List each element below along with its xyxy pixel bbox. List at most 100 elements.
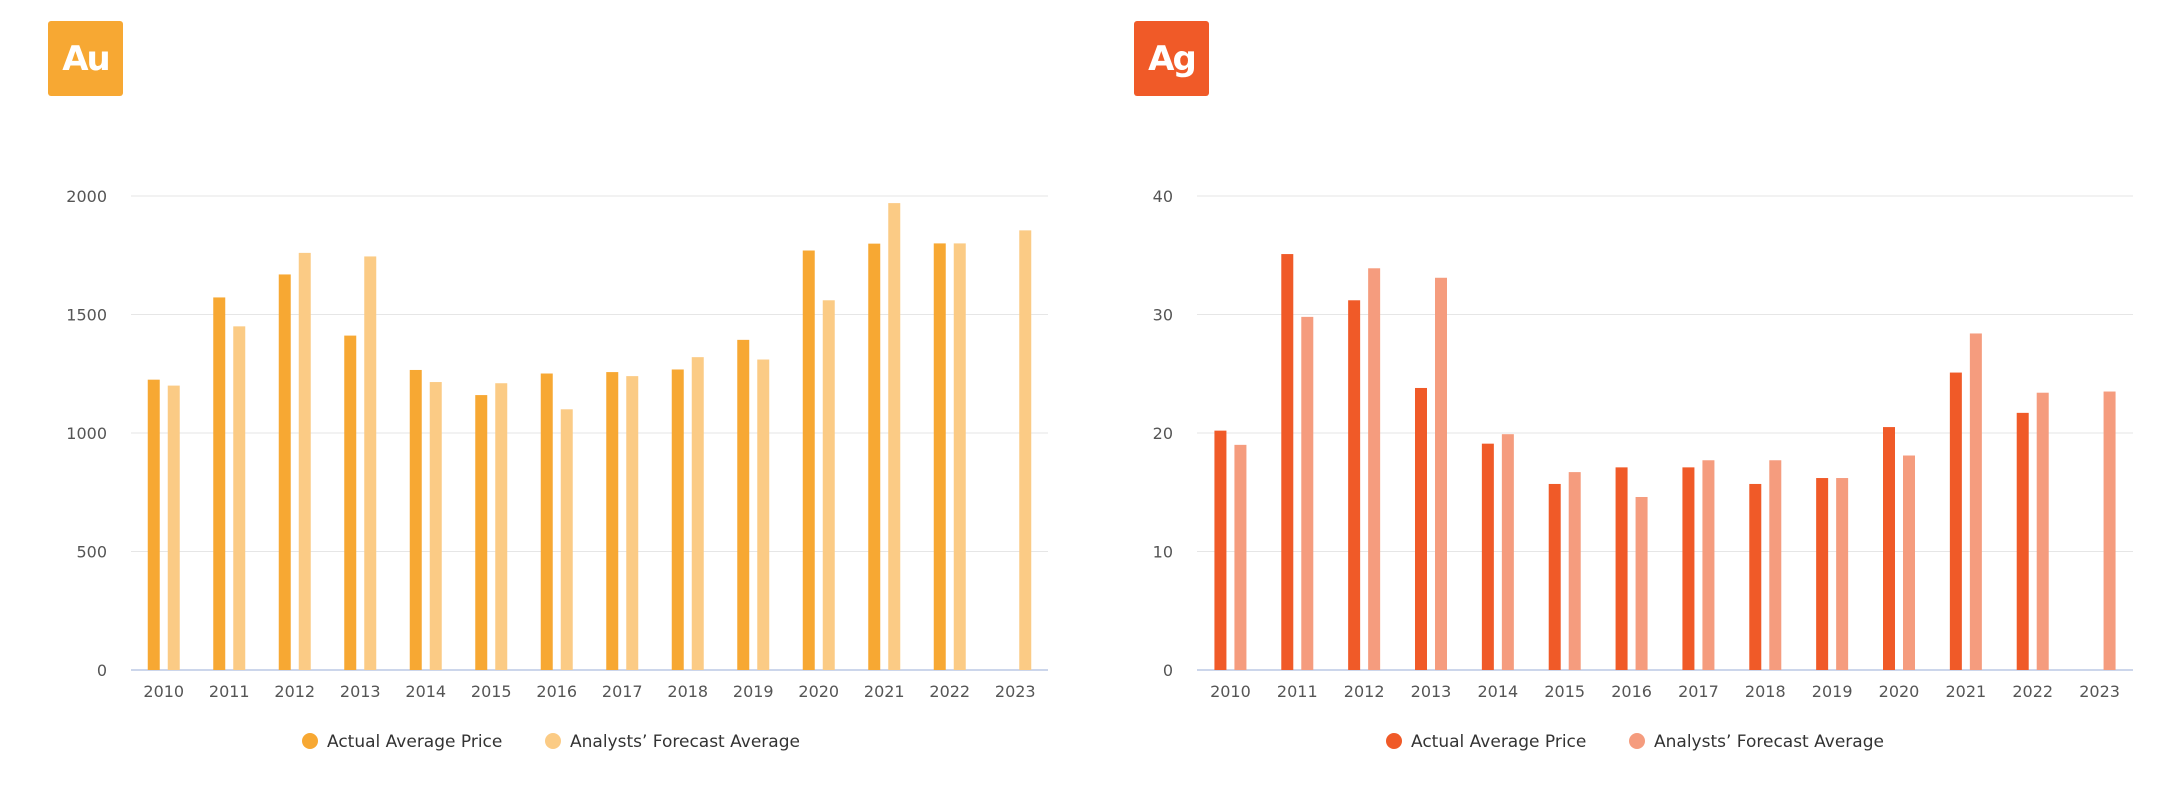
bar-actual [1214,430,1227,670]
bar-forecast [953,243,966,670]
bar-actual [606,372,619,670]
bar-actual [1883,427,1895,670]
bar-actual [671,369,684,670]
y-tick-label: 500 [76,543,107,562]
bar-actual [1481,443,1494,670]
bar-actual [213,297,226,670]
legend-label: Analysts’ Forecast Average [570,732,800,752]
x-tick-label: 2017 [602,682,643,701]
bar-forecast [1836,478,1849,670]
x-tick-label: 2019 [1812,682,1853,701]
bar-actual [1348,300,1361,670]
y-tick-label: 10 [1153,543,1173,562]
legend-marker [1629,733,1645,749]
bar-forecast [1368,268,1381,670]
x-tick-label: 2011 [1277,682,1318,701]
x-tick-label: 2020 [1879,682,1920,701]
bar-actual [1682,467,1695,670]
x-tick-label: 2019 [733,682,774,701]
bar-forecast [1019,230,1032,671]
bar-forecast [1769,460,1782,670]
x-tick-label: 2011 [209,682,250,701]
bar-forecast [822,300,835,670]
bar-forecast [233,326,246,670]
y-tick-label: 30 [1153,306,1173,325]
bar-forecast [364,256,377,670]
x-tick-label: 2013 [340,682,381,701]
y-tick-label: 1000 [66,424,107,443]
legend-marker [302,733,318,749]
bar-forecast [1969,333,1982,670]
x-tick-label: 2023 [2079,682,2120,701]
bar-forecast [1702,460,1715,670]
bar-forecast [167,385,180,670]
gold-price-chart: 0 500 1000 1500 2000 2010 2011 2012 2013 2014 2015… [66,187,1048,752]
x-tick-label: 2010 [1210,682,1251,701]
y-tick-label: 40 [1153,187,1173,206]
x-tick-label: 2012 [1344,682,1385,701]
x-tick-label: 2020 [798,682,839,701]
x-tick-label: 2022 [2012,682,2053,701]
y-tick-label: 1500 [66,306,107,325]
bar-forecast [757,359,770,670]
legend-label: Analysts’ Forecast Average [1654,732,1884,752]
x-tick-label: 2016 [536,682,577,701]
bar-forecast [2036,392,2049,670]
bar-actual [868,243,881,670]
bar-forecast [1501,434,1514,670]
bar-actual [933,243,946,670]
x-tick-label: 2017 [1678,682,1719,701]
x-tick-label: 2010 [143,682,184,701]
y-tick-label: 0 [97,661,107,680]
x-tick-label: 2022 [929,682,970,701]
bar-actual [540,373,553,670]
bar-forecast [1301,316,1314,670]
x-tick-label: 2014 [1477,682,1518,701]
bar-forecast [298,252,311,670]
x-tick-label: 2021 [864,682,905,701]
x-tick-label: 2016 [1611,682,1652,701]
x-tick-label: 2015 [471,682,512,701]
bar-actual [1949,372,1962,670]
bar-actual [147,379,160,670]
bar-forecast [560,409,573,670]
bar-actual [1548,483,1561,670]
y-tick-label: 20 [1153,424,1173,443]
bar-actual [1281,254,1294,670]
legend-marker [545,733,561,749]
bar-actual [475,395,488,670]
bar-actual [344,335,357,670]
bar-actual [278,274,291,670]
bar-actual [1816,478,1829,670]
x-tick-label: 2018 [1745,682,1786,701]
bar-actual [1415,387,1427,670]
bar-forecast [626,376,639,670]
x-tick-label: 2014 [405,682,446,701]
bar-actual [1615,467,1628,670]
x-tick-label: 2012 [274,682,315,701]
gold-badge: Au [48,21,123,96]
x-tick-label: 2021 [1945,682,1986,701]
bar-actual [409,369,422,670]
x-tick-label: 2023 [995,682,1036,701]
bar-actual [2016,412,2029,670]
legend-label: Actual Average Price [1411,732,1586,752]
x-tick-label: 2013 [1411,682,1452,701]
bar-forecast [1635,496,1648,670]
y-tick-label: 0 [1163,661,1173,680]
bar-forecast [1568,472,1581,670]
bar-forecast [888,203,901,671]
y-tick-label: 2000 [66,187,107,206]
bar-forecast [1435,277,1447,670]
bar-forecast [1234,444,1247,670]
legend-marker [1386,733,1402,749]
bar-actual [737,339,750,670]
x-tick-label: 2018 [667,682,708,701]
bar-actual [802,250,815,670]
legend-label: Actual Average Price [327,732,502,752]
silver-badge: Ag [1134,21,1209,96]
x-tick-label: 2015 [1544,682,1585,701]
bar-forecast [495,383,508,670]
bar-forecast [429,382,442,670]
